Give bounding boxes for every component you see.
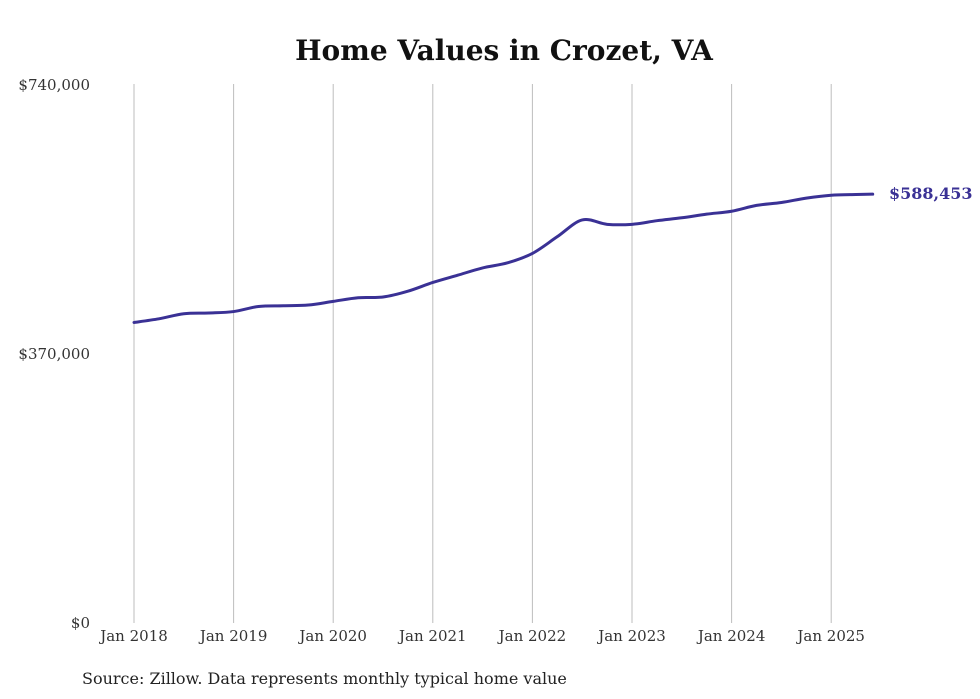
y-axis: $0 $370,000 $740,000 (18, 76, 90, 632)
x-tick-label: Jan 2024 (696, 627, 766, 645)
source-note: Source: Zillow. Data represents monthly … (82, 669, 567, 688)
x-tick-label: Jan 2018 (98, 627, 168, 645)
y-tick-label: $0 (71, 614, 90, 632)
x-tick-label: Jan 2025 (795, 627, 865, 645)
x-tick-label: Jan 2021 (397, 627, 467, 645)
chart-title: Home Values in Crozet, VA (295, 34, 714, 67)
home-value-line (132, 192, 875, 324)
x-tick-label: Jan 2019 (198, 627, 268, 645)
x-tick-label: Jan 2022 (497, 627, 567, 645)
y-tick-label: $740,000 (18, 76, 90, 94)
end-value-label: $588,453 (889, 184, 973, 203)
x-tick-label: Jan 2023 (596, 627, 666, 645)
gridlines (133, 84, 832, 623)
y-tick-label: $370,000 (18, 345, 90, 363)
x-tick-label: Jan 2020 (297, 627, 367, 645)
x-axis: Jan 2018 Jan 2019 Jan 2020 Jan 2021 Jan 2022… (98, 627, 865, 645)
